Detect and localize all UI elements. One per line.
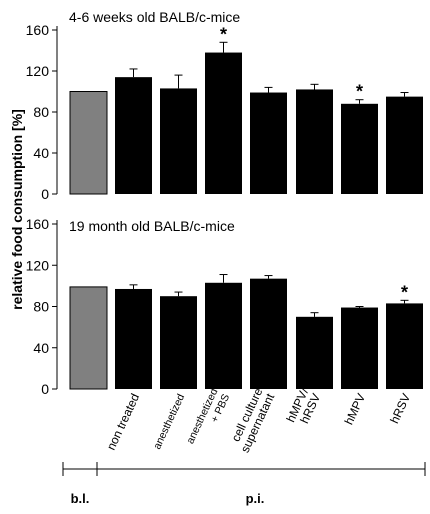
y-tick-label: 120 [26, 63, 50, 79]
bar-baseline [69, 286, 108, 390]
y-tick-label: 40 [33, 340, 49, 356]
bar [386, 96, 423, 194]
panel-title: 19 month old BALB/c-mice [69, 218, 235, 234]
bar [250, 92, 287, 194]
category-label: hMPV/hRSV [284, 385, 324, 430]
bar [115, 77, 152, 194]
category-label: anesthetized+ PBS [184, 387, 232, 452]
category-label: hRSV [387, 391, 413, 425]
bar [341, 307, 378, 389]
significance-star: * [401, 282, 408, 302]
category-label: cell culturesupernatant [226, 385, 278, 454]
y-tick-label: 80 [33, 299, 49, 315]
y-axis-label: relative food consumption [%] [9, 109, 25, 310]
y-tick-label: 40 [33, 145, 49, 161]
category-label: anesthetized [151, 392, 187, 451]
bar [205, 282, 242, 389]
y-tick-label: 160 [26, 22, 50, 38]
bar [160, 296, 197, 389]
bar [160, 88, 197, 194]
bar [386, 303, 423, 389]
timeline-label-before: b.l. [71, 491, 90, 506]
y-tick-label: 0 [41, 381, 49, 397]
category-label: hMPV [342, 391, 369, 427]
bar [296, 316, 333, 389]
y-tick-label: 80 [33, 104, 49, 120]
bar [205, 52, 242, 194]
bar-baseline [69, 91, 108, 195]
bar [115, 288, 152, 389]
y-tick-label: 0 [41, 186, 49, 202]
panel-title: 4-6 weeks old BALB/c-mice [69, 9, 240, 25]
y-tick-label: 120 [26, 257, 50, 273]
y-tick-label: 160 [26, 216, 50, 232]
bar [250, 278, 287, 389]
bar [296, 89, 333, 194]
significance-star: * [356, 82, 363, 102]
significance-star: * [220, 24, 227, 44]
category-label: non treated [104, 391, 142, 452]
timeline-label-after: p.i. [246, 491, 265, 506]
bar [341, 103, 378, 194]
